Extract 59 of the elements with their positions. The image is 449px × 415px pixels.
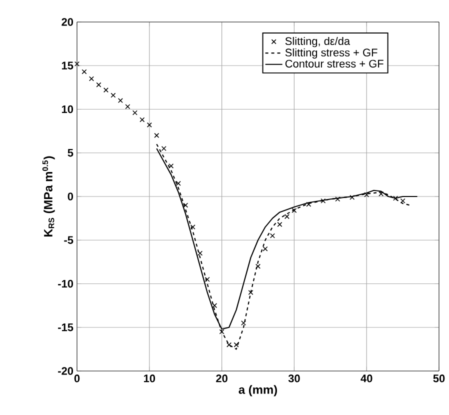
point: [292, 208, 297, 213]
point: [96, 82, 102, 88]
point: [241, 320, 246, 326]
point: [110, 92, 116, 98]
point: [88, 76, 94, 82]
y-tick-label: 10: [62, 105, 74, 114]
point: [255, 264, 261, 269]
point: [161, 146, 166, 152]
y-tick-label: -10: [58, 280, 74, 288]
point: [284, 214, 290, 220]
x-tick-label: 20: [216, 374, 228, 382]
legend-label: Slitting, dε/da: [285, 36, 350, 48]
point: [277, 222, 282, 227]
x-tick-label: 50: [433, 374, 445, 382]
point: [74, 61, 80, 66]
point: [335, 196, 340, 202]
y-tick-label: 0: [68, 192, 74, 200]
point: [183, 202, 188, 208]
point: [168, 163, 174, 168]
point: [226, 342, 232, 348]
point: [154, 132, 160, 138]
point: [306, 202, 312, 207]
legend-label: Contour stress + GF: [285, 60, 384, 68]
point: [350, 194, 355, 200]
x-tick-label: 40: [360, 374, 372, 382]
point: [248, 290, 254, 295]
y-axis-title: K$_{RS}$ (MPa m$^{0.5}$): [42, 156, 55, 236]
point: [103, 88, 108, 93]
point: [132, 110, 138, 116]
point: [140, 117, 145, 122]
y-tick-label: -20: [58, 367, 74, 375]
point: [219, 329, 224, 334]
point: [198, 250, 203, 256]
point: [190, 224, 196, 230]
point: [364, 192, 370, 198]
y-tick-label: 5: [68, 149, 74, 157]
point: [400, 198, 406, 204]
y-tick-label: 20: [62, 18, 74, 26]
point: [204, 276, 210, 282]
x-tick-label: 0: [74, 374, 80, 382]
point: [234, 342, 239, 348]
y-tick-label: -15: [58, 324, 74, 332]
x-axis-title: a (mm): [238, 385, 277, 396]
x-tick-label: 10: [144, 374, 156, 382]
point: [146, 122, 152, 128]
y-tick-label: 15: [62, 62, 74, 70]
point: [320, 198, 326, 204]
point: [378, 191, 384, 196]
point: [176, 180, 181, 186]
point: [125, 104, 130, 110]
point: [393, 196, 398, 201]
x-tick-label: 30: [288, 374, 300, 382]
point: [82, 69, 87, 74]
y-tick-label: -5: [64, 236, 74, 244]
point: [212, 303, 218, 308]
legend-label: Slitting stress + GF: [285, 48, 378, 59]
point: [270, 233, 275, 238]
point: [262, 246, 268, 252]
point: [118, 98, 123, 104]
